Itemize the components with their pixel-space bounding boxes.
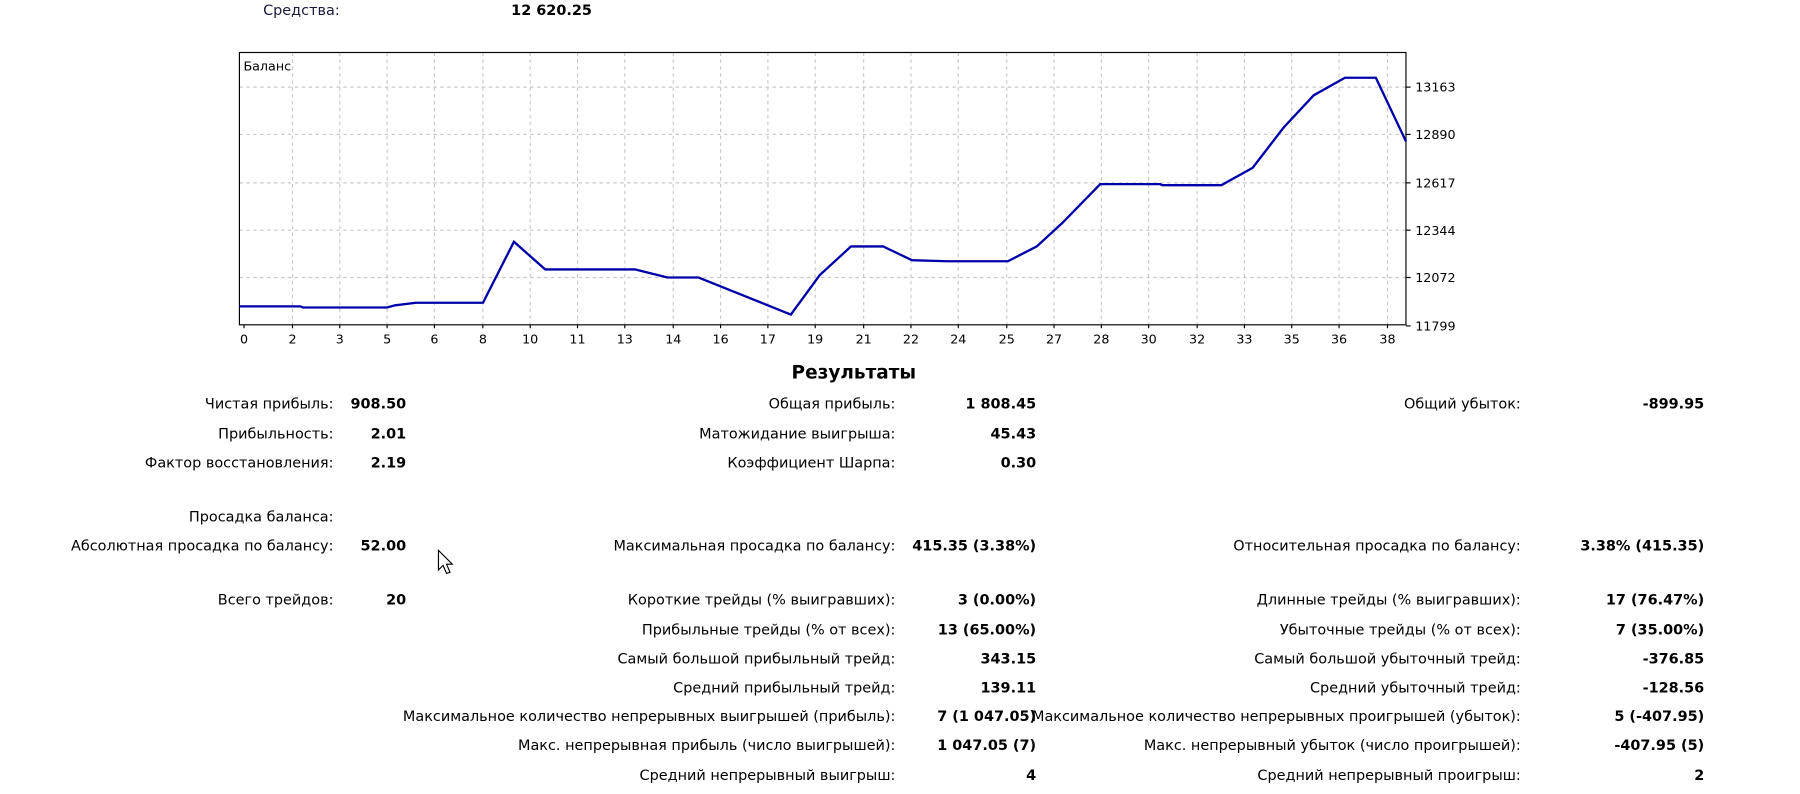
equity-label: Средства: [263,1,340,19]
stat-label: Средний непрерывный выигрыш: [639,766,896,784]
x-tick-label: 13 [617,331,633,346]
x-tick-label: 16 [713,331,729,346]
x-tick-label: 25 [999,331,1015,346]
stat-label: Самый большой убыточный трейд: [1254,649,1521,667]
stat-value: 7 (1 047.05) [937,707,1037,725]
stat-value: 2 [1694,766,1705,784]
stat-label: Длинные трейды (% выигравших): [1256,590,1521,609]
x-tick-label: 6 [430,331,438,346]
y-tick-label: 11799 [1415,319,1455,334]
stat-value: 908.50 [350,394,407,412]
stat-label: Общий убыток: [1403,394,1521,412]
x-tick-label: 24 [950,331,966,346]
x-tick-label: 33 [1236,331,1252,346]
stat-value: -899.95 [1642,394,1705,412]
equity-value: 12 620.25 [511,1,592,19]
x-tick-label: 27 [1046,331,1062,346]
stat-label: Убыточные трейды (% от всех): [1279,620,1521,639]
stat-label: Прибыльность: [218,424,334,442]
stat-value: 17 (76.47%) [1605,590,1705,609]
x-tick-label: 17 [760,331,776,346]
stat-label: Средний прибыльный трейд: [673,678,896,696]
x-tick-label: 0 [240,331,248,346]
x-tick-label: 14 [665,331,681,346]
x-tick-label: 30 [1141,331,1157,346]
x-tick-label: 28 [1093,331,1109,346]
stat-label: Коэффициент Шарпа: [727,453,896,471]
balance-line [239,76,1408,316]
stat-label: Прибыльные трейды (% от всех): [641,620,896,639]
x-tick-label: 21 [856,331,872,346]
stat-value: 1 808.45 [965,394,1037,412]
chart-grid [239,52,1406,325]
stat-label: Макс. непрерывная прибыль (число выигрыш… [518,736,896,754]
x-tick-label: 22 [903,331,919,346]
balance-chart: Баланс 0 2 3 5 6 8 10 11 13 14 16 17 19 21 22 24 25 27 28 3… [238,51,1456,347]
stat-value: -407.95 (5) [1614,736,1705,754]
stat-label: Общая прибыль: [768,394,896,412]
axis-ticks: 0 2 3 5 6 8 10 11 13 14 16 17 19 21 22 24 25 27 28 30 32 33 35… [240,80,1456,347]
y-tick-label: 12890 [1415,127,1455,142]
chart-title: Баланс [243,58,291,73]
stat-value: 3 (0.00%) [957,590,1037,609]
stat-value: 0.30 [1000,453,1037,471]
stat-value: 2.01 [370,424,407,442]
stat-value: -128.56 [1642,678,1705,696]
stat-value: 1 047.05 (7) [937,736,1037,754]
y-tick-label: 12617 [1415,176,1455,191]
stat-value: 52.00 [360,536,407,554]
x-tick-label: 2 [288,331,296,346]
stat-label: Максимальное количество непрерывных прои… [1032,707,1521,725]
stat-value: 45.43 [990,424,1037,442]
stat-label: Чистая прибыль: [204,394,334,412]
x-tick-label: 8 [479,331,487,346]
stat-value: 5 (-407.95) [1614,707,1705,725]
stat-label: Относительная просадка по балансу: [1233,536,1521,554]
stat-value: 415.35 (3.38%) [912,536,1037,554]
x-tick-label: 5 [383,331,391,346]
x-tick-label: 11 [569,331,585,346]
stat-label: Фактор восстановления: [144,453,334,471]
stat-label: Матожидание выигрыша: [699,424,896,442]
x-tick-label: 10 [522,331,538,346]
stat-label: Макс. непрерывный убыток (число проигрыш… [1143,736,1521,754]
x-tick-label: 35 [1284,331,1300,346]
stat-value: 139.11 [980,678,1037,696]
stat-label: Самый большой прибыльный трейд: [617,649,896,667]
y-tick-label: 12344 [1415,223,1455,238]
x-tick-label: 32 [1189,331,1205,346]
stat-label: Максимальное количество непрерывных выиг… [402,707,896,725]
y-tick-label: 12072 [1415,270,1455,285]
results-title: Результаты [791,361,917,384]
plot-frame [238,51,1407,326]
stat-value: 4 [1026,766,1037,784]
stat-label: Средний непрерывный проигрыш: [1257,766,1521,784]
stat-value: 343.15 [980,649,1037,667]
stat-label: Короткие трейды (% выигравших): [627,590,896,609]
stat-label: Просадка баланса: [188,507,334,526]
x-tick-label: 3 [336,331,344,346]
stat-value: 3.38% (415.35) [1580,536,1705,554]
stat-label: Всего трейдов: [217,590,334,609]
stat-label: Средний убыточный трейд: [1309,678,1521,696]
stat-label: Максимальная просадка по балансу: [613,536,896,554]
stat-label: Абсолютная просадка по балансу: [70,536,334,554]
stat-value: -376.85 [1642,649,1705,667]
stat-value: 13 (65.00%) [937,620,1037,639]
x-tick-label: 19 [807,331,823,346]
y-tick-label: 13163 [1415,80,1455,95]
x-tick-label: 38 [1379,331,1395,346]
x-tick-label: 36 [1331,331,1347,346]
mouse-cursor-icon [437,549,454,575]
stat-value: 20 [386,590,407,609]
stat-value: 7 (35.00%) [1615,620,1705,639]
stat-value: 2.19 [370,453,407,471]
